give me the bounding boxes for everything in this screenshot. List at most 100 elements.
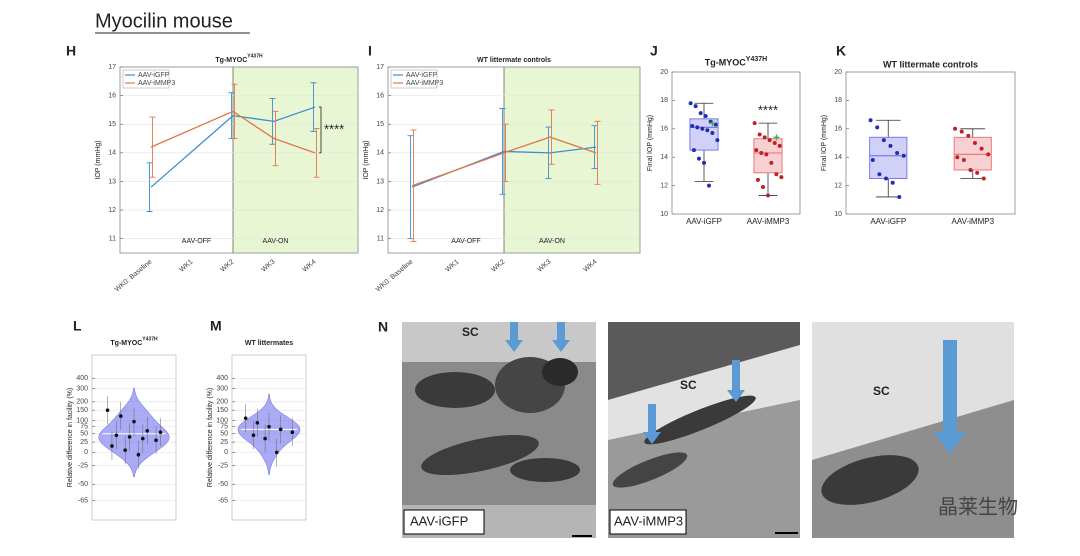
y-tick-label: 16 <box>834 126 842 133</box>
y-tick-label: 10 <box>834 211 842 218</box>
em-image <box>608 322 800 538</box>
error-bar <box>548 109 555 165</box>
whisker <box>875 178 901 198</box>
y-tick-label: 12 <box>108 207 116 214</box>
data-point <box>698 111 703 116</box>
x-tick-label: AAV-iMMP3 <box>747 217 790 226</box>
x-tick-label: AAV-iGFP <box>686 217 722 226</box>
chart-title: Tg-MYOC <box>110 340 142 347</box>
data-point <box>767 138 772 143</box>
chart-title: Tg-MYOC <box>705 57 746 67</box>
y-axis-label: Relative difference in facility (%) <box>207 388 214 487</box>
data-point <box>707 183 712 188</box>
significance-label: **** <box>324 121 344 136</box>
y-tick-label: 17 <box>108 64 116 71</box>
y-tick-label: 150 <box>76 407 88 414</box>
data-point <box>688 101 693 106</box>
data-point <box>884 176 889 181</box>
y-tick-label: 25 <box>220 439 228 446</box>
data-point <box>981 176 986 181</box>
data-point <box>881 138 886 143</box>
box <box>953 136 992 171</box>
data-point <box>760 185 765 190</box>
data-point <box>975 170 980 175</box>
box <box>753 138 783 174</box>
data-point <box>972 141 977 145</box>
legend-label: AAV-iGFP <box>138 72 170 79</box>
em-image <box>402 322 596 538</box>
panel-letter: I <box>368 43 372 59</box>
data-point <box>127 435 132 439</box>
data-point <box>118 414 123 418</box>
data-point <box>762 135 767 140</box>
y-tick-label: -50 <box>78 481 88 488</box>
y-axis-label: IOP (mmHg) <box>95 140 102 179</box>
data-point <box>754 148 759 153</box>
plot-frame <box>119 66 359 254</box>
plot-frame <box>845 71 1016 215</box>
error-bar <box>410 129 417 243</box>
region-label: AAV-OFF <box>182 238 211 245</box>
y-tick-label: 16 <box>376 92 384 99</box>
y-tick-label: 14 <box>660 154 668 161</box>
data-point <box>895 150 900 155</box>
data-point <box>953 126 958 131</box>
y-axis-label: Final IOP (mmHg) <box>647 115 654 171</box>
y-tick-label: 11 <box>109 236 116 243</box>
y-axis-label: IOP (mmHg) <box>363 140 370 179</box>
error-bar <box>146 162 153 212</box>
data-point <box>897 194 902 199</box>
region-label: AAV-OFF <box>451 238 480 245</box>
box <box>869 136 908 180</box>
chart-title-sup: Y437H <box>142 336 158 342</box>
series-line <box>150 106 316 188</box>
y-tick-label: 13 <box>108 178 116 185</box>
data-point <box>255 421 260 425</box>
y-tick-label: 14 <box>834 154 842 161</box>
data-point <box>114 433 119 438</box>
y-axis-label: Final IOP (mmHg) <box>821 115 828 171</box>
error-bar <box>407 135 414 240</box>
data-point <box>158 430 163 435</box>
chart-title-sup: Y437H <box>746 56 767 63</box>
y-tick-label: 14 <box>108 150 116 157</box>
y-tick-label: -25 <box>218 462 228 469</box>
data-point <box>243 416 248 421</box>
em-label: SC <box>873 384 890 398</box>
figure-title: Myocilin mouse <box>95 10 233 32</box>
data-point <box>274 450 279 455</box>
region-label: AAV-ON <box>539 238 565 245</box>
data-point <box>154 438 158 443</box>
y-tick-label: 18 <box>834 97 842 104</box>
x-tick-label: AAV-iGFP <box>870 217 906 226</box>
y-tick-label: 150 <box>216 407 228 414</box>
y-tick-label: 100 <box>76 417 88 424</box>
mean-marker <box>709 120 716 127</box>
plot-frame <box>231 354 307 521</box>
data-point <box>779 175 784 180</box>
data-point <box>979 146 984 151</box>
y-tick-label: 11 <box>377 236 384 243</box>
y-tick-label: 300 <box>76 385 88 392</box>
chart-title: WT littermate controls <box>883 59 978 69</box>
data-point <box>774 172 779 177</box>
data-point <box>870 158 875 163</box>
data-point <box>141 436 145 441</box>
em-image <box>812 322 1014 538</box>
data-point <box>986 152 991 157</box>
y-tick-label: 400 <box>76 375 88 382</box>
error-bar <box>545 126 552 180</box>
data-point <box>136 452 141 457</box>
chart-title-sup: Y437H <box>247 53 263 59</box>
y-tick-label: 20 <box>660 69 668 76</box>
data-point <box>769 160 774 165</box>
chart-title: WT littermates <box>245 340 293 347</box>
y-tick-label: 75 <box>80 423 88 430</box>
y-tick-label: 16 <box>660 126 668 133</box>
data-point <box>759 150 764 155</box>
y-tick-label: -65 <box>218 498 228 505</box>
em-caption: AAV-iMMP3 <box>614 513 683 528</box>
data-point <box>703 114 708 119</box>
y-tick-label: 0 <box>84 449 88 456</box>
